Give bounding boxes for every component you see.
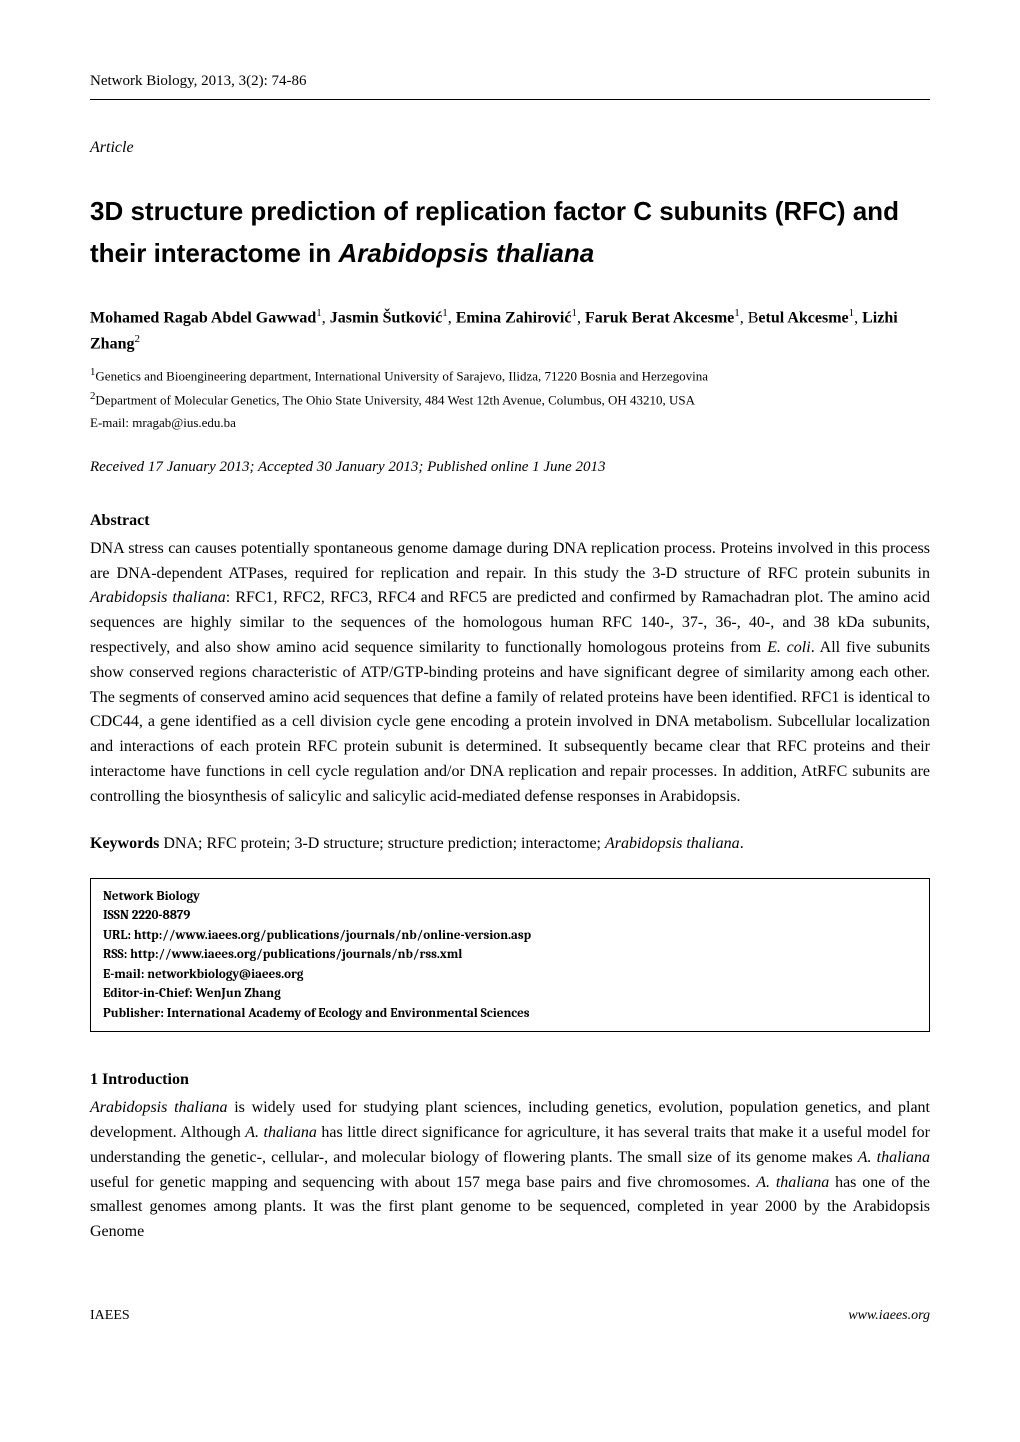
author-3: Emina Zahirović <box>456 310 572 327</box>
footer-left: IAEES <box>90 1305 130 1326</box>
published-date: Published online 1 June 2013 <box>427 459 605 475</box>
author-1: Mohamed Ragab Abdel Gawwad <box>90 310 316 327</box>
affiliation-2-text: Department of Molecular Genetics, The Oh… <box>95 393 695 408</box>
abstract-text: DNA stress can causes potentially sponta… <box>90 537 930 810</box>
author-sep-3: , <box>577 310 585 327</box>
affiliation-1: 1Genetics and Bioengineering department,… <box>90 364 930 386</box>
author-4: Faruk Berat Akcesme <box>585 310 734 327</box>
authors-list: Mohamed Ragab Abdel Gawwad1, Jasmin Šutk… <box>90 305 930 356</box>
abstract-heading: Abstract <box>90 509 930 533</box>
affiliation-1-text: Genetics and Bioengineering department, … <box>95 368 708 383</box>
journal-header: Network Biology, 2013, 3(2): 74-86 <box>90 70 930 93</box>
accepted-date: Accepted 30 January 2013 <box>258 459 418 475</box>
article-title: 3D structure prediction of replication f… <box>90 190 930 276</box>
info-box-email: E-mail: networkbiology@iaees.org <box>103 965 917 985</box>
email-label: E-mail: <box>90 415 132 430</box>
received-date: Received 17 January 2013 <box>90 459 250 475</box>
author-sep-1: , <box>322 310 330 327</box>
affiliation-2: 2Department of Molecular Genetics, The O… <box>90 388 930 410</box>
info-box-url: URL: http://www.iaees.org/publications/j… <box>103 926 917 946</box>
author-5: etul Akcesme <box>758 310 848 327</box>
keywords-label: Keywords <box>90 835 159 852</box>
intro-text: Arabidopsis thaliana is widely used for … <box>90 1096 930 1245</box>
info-box-title: Network Biology <box>103 887 917 907</box>
journal-info-box: Network Biology ISSN 2220-8879 URL: http… <box>90 878 930 1033</box>
keywords-text: DNA; RFC protein; 3-D structure; structu… <box>159 835 743 852</box>
page-footer: IAEES www.iaees.org <box>90 1305 930 1326</box>
info-box-editor: Editor-in-Chief: WenJun Zhang <box>103 984 917 1004</box>
author-sep-4: , B <box>740 310 759 327</box>
footer-right: www.iaees.org <box>848 1305 930 1326</box>
author-6-sup: 2 <box>134 333 140 345</box>
info-box-publisher: Publisher: International Academy of Ecol… <box>103 1004 917 1024</box>
intro-heading: 1 Introduction <box>90 1068 930 1092</box>
date-sep-2: ; <box>418 459 427 475</box>
info-box-rss: RSS: http://www.iaees.org/publications/j… <box>103 945 917 965</box>
header-rule <box>90 99 930 100</box>
article-type-label: Article <box>90 136 930 160</box>
author-sep-2: , <box>448 310 456 327</box>
date-sep-1: ; <box>250 459 258 475</box>
keywords: Keywords DNA; RFC protein; 3-D structure… <box>90 832 930 856</box>
author-2: Jasmin Šutković <box>330 310 442 327</box>
email-value: mragab@ius.edu.ba <box>132 415 236 430</box>
correspondence-email: E-mail: mragab@ius.edu.ba <box>90 413 930 433</box>
author-sep-5: , <box>854 310 862 327</box>
info-box-issn: ISSN 2220-8879 <box>103 906 917 926</box>
article-dates: Received 17 January 2013; Accepted 30 Ja… <box>90 456 930 479</box>
